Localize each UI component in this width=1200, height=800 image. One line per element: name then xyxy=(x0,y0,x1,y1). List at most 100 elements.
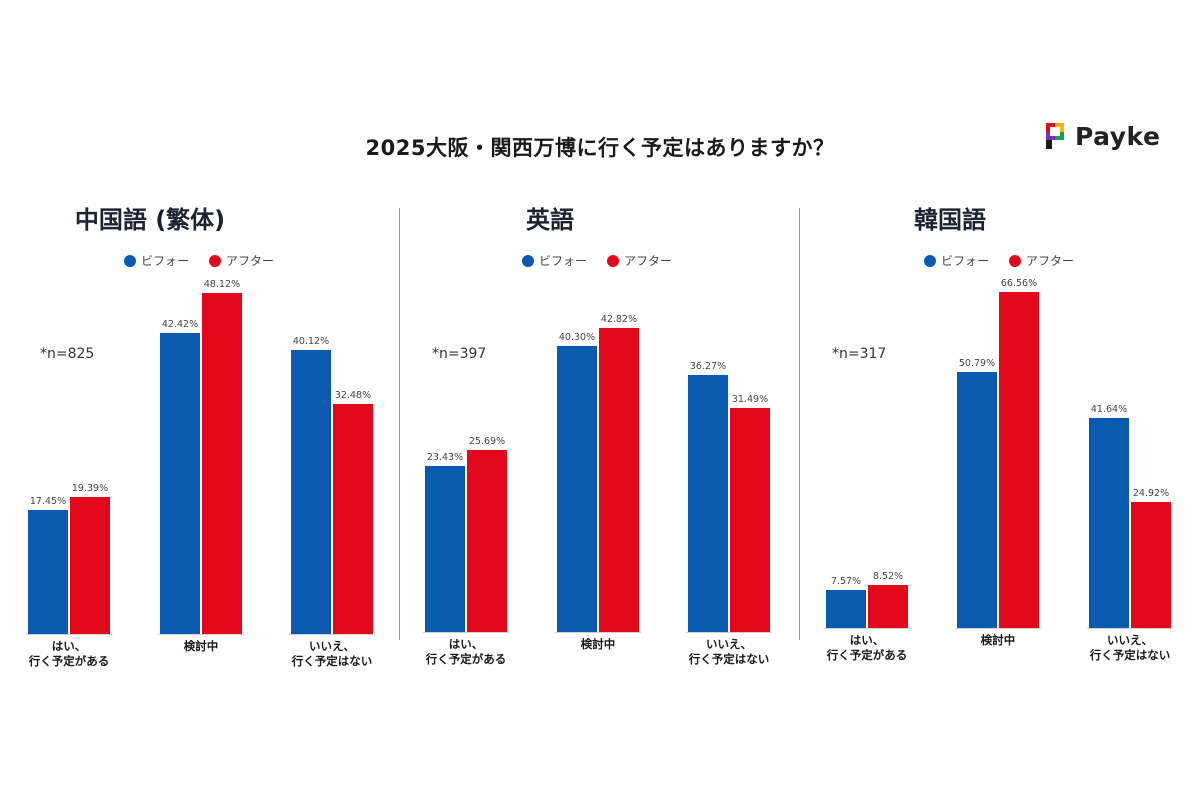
category-label-line: 行く予定がある xyxy=(826,648,908,662)
bar-after xyxy=(730,408,770,632)
bar-before xyxy=(1089,417,1129,628)
category-label: はい、 行く予定がある xyxy=(401,637,531,667)
bar-before xyxy=(957,371,997,628)
legend-item: ビフォー xyxy=(522,252,587,269)
data-label: 31.49% xyxy=(731,394,769,406)
data-label: 25.69% xyxy=(468,435,506,447)
legend-dot-icon xyxy=(522,254,534,267)
data-label: 42.82% xyxy=(600,314,638,325)
category-label: 検討中 xyxy=(933,633,1063,648)
bar-before xyxy=(160,333,200,634)
bar-after xyxy=(599,328,639,632)
category-label: 検討中 xyxy=(533,637,663,652)
legend-dot-icon xyxy=(124,254,136,267)
bar-before xyxy=(28,510,68,634)
legend-label: アフター xyxy=(624,254,673,268)
data-label: 40.12% xyxy=(292,335,330,347)
bar-after xyxy=(999,292,1039,628)
legend-item: アフター xyxy=(1009,252,1074,269)
legend: ビフォー アフター xyxy=(522,252,672,269)
panel-divider xyxy=(799,208,800,640)
brand-logo: Payke xyxy=(1044,121,1160,151)
category-label: いいえ、 行く予定はない xyxy=(1065,633,1195,663)
category-label: 検討中 xyxy=(136,639,266,654)
bar-before xyxy=(557,345,597,632)
data-label: 17.45% xyxy=(29,496,67,508)
panel-title: 英語 xyxy=(526,206,574,234)
legend-label: ビフォー xyxy=(539,254,588,268)
axis-baseline xyxy=(26,634,112,635)
category-label-line: いいえ、 xyxy=(706,637,752,651)
bar-after xyxy=(1131,502,1171,628)
legend-dot-icon xyxy=(924,254,936,267)
legend-label: アフター xyxy=(1026,254,1075,268)
axis-baseline xyxy=(955,628,1041,629)
data-label: 24.92% xyxy=(1132,488,1170,500)
legend-item: ビフォー xyxy=(924,252,989,269)
sample-size-label: *n=317 xyxy=(832,346,887,362)
category-label-line: 検討中 xyxy=(183,639,219,653)
category-label-line: はい、 xyxy=(51,639,87,653)
bar-before xyxy=(291,349,331,634)
axis-baseline xyxy=(158,634,244,635)
category-label-line: 行く予定はない xyxy=(291,654,373,668)
category-label: いいえ、 行く予定はない xyxy=(664,637,794,667)
legend-label: ビフォー xyxy=(141,254,190,268)
category-label-line: 検討中 xyxy=(980,633,1016,647)
payke-logo-icon xyxy=(1046,123,1064,149)
legend: ビフォー アフター xyxy=(924,252,1074,269)
data-label: 8.52% xyxy=(872,570,904,582)
data-label: 42.42% xyxy=(161,319,199,331)
category-label-line: 行く予定はない xyxy=(688,652,770,666)
bar-before xyxy=(688,374,728,632)
data-label: 40.30% xyxy=(558,331,596,343)
bar-after xyxy=(333,403,373,634)
category-label-line: 行く予定がある xyxy=(28,654,110,668)
data-label: 50.79% xyxy=(958,357,996,369)
axis-baseline xyxy=(555,632,641,633)
category-label: いいえ、 行く予定はない xyxy=(267,639,397,669)
data-label: 23.43% xyxy=(426,451,464,463)
panel-title: 中国語 (繁体) xyxy=(74,206,226,234)
axis-baseline xyxy=(1087,628,1173,629)
legend-item: アフター xyxy=(209,252,274,269)
category-label-line: いいえ、 xyxy=(1107,633,1153,647)
legend-label: アフター xyxy=(226,254,275,268)
data-label: 32.48% xyxy=(334,389,372,401)
legend-dot-icon xyxy=(209,254,222,267)
axis-baseline xyxy=(686,632,772,633)
bar-after xyxy=(70,496,110,634)
category-label-line: いいえ、 xyxy=(309,639,355,653)
bar-after xyxy=(868,584,908,628)
panel-title: 韓国語 xyxy=(914,206,986,234)
bar-before xyxy=(826,589,866,628)
data-label: 19.39% xyxy=(71,482,109,494)
bar-after xyxy=(202,293,242,634)
category-label-line: 行く予定はない xyxy=(1089,648,1171,662)
category-label-line: はい、 xyxy=(849,633,885,647)
legend-item: ビフォー xyxy=(124,252,189,269)
axis-baseline xyxy=(423,632,509,633)
data-label: 66.56% xyxy=(1000,278,1038,289)
bar-before xyxy=(425,465,465,632)
legend-dot-icon xyxy=(1009,254,1022,267)
data-label: 41.64% xyxy=(1090,403,1128,415)
legend-label: ビフォー xyxy=(941,254,990,268)
category-label-line: はい、 xyxy=(448,637,484,651)
legend-item: アフター xyxy=(607,252,672,269)
category-label: はい、 行く予定がある xyxy=(4,639,134,669)
legend-dot-icon xyxy=(607,254,620,267)
legend: ビフォー アフター xyxy=(124,252,274,269)
sample-size-label: *n=825 xyxy=(40,346,95,362)
axis-baseline xyxy=(824,628,910,629)
category-label-line: 行く予定がある xyxy=(425,652,507,666)
category-label-line: 検討中 xyxy=(580,637,616,651)
data-label: 7.57% xyxy=(830,575,862,587)
data-label: 48.12% xyxy=(203,279,241,290)
category-label: はい、 行く予定がある xyxy=(802,633,932,663)
bar-after xyxy=(467,449,507,632)
panel-divider xyxy=(399,208,400,640)
sample-size-label: *n=397 xyxy=(432,346,487,362)
axis-baseline xyxy=(289,634,375,635)
brand-name: Payke xyxy=(1075,121,1161,151)
